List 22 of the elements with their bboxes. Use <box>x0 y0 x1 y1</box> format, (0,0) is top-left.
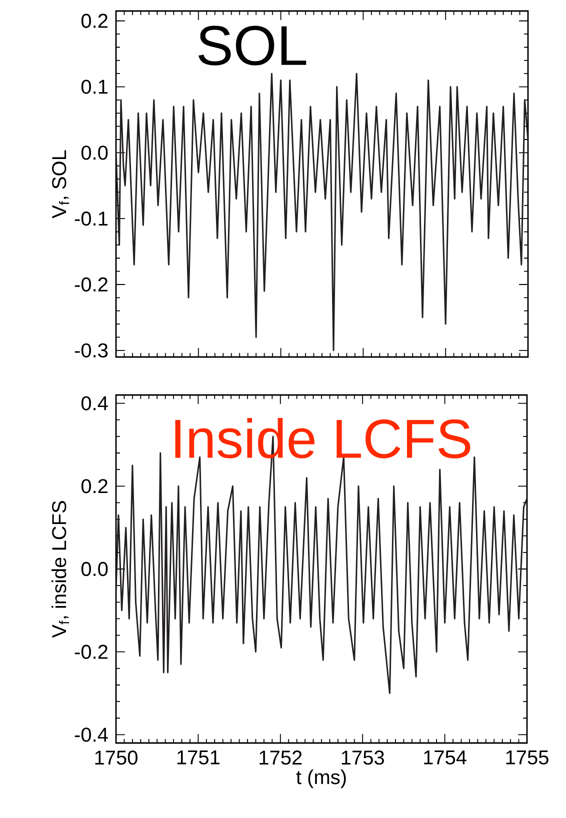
y-tick-label: -0.1 <box>74 212 108 226</box>
x-tick-label: 1752 <box>260 750 302 765</box>
y-tick-label: 0.2 <box>81 479 108 494</box>
x-tick-label: 1753 <box>342 750 384 765</box>
x-tick-label: 1750 <box>95 750 138 765</box>
y-tick-label: 0.0 <box>81 146 108 160</box>
y-tick-label: 0.2 <box>81 14 108 28</box>
y-tick-label: 0.4 <box>81 396 108 410</box>
y-tick-label: 0.0 <box>81 562 108 576</box>
y-tick-label: -0.2 <box>74 644 108 659</box>
y-tick-label: -0.4 <box>74 728 108 742</box>
x-tick-label: 1754 <box>424 750 466 764</box>
x-axis-title: t (ms) <box>296 770 346 788</box>
y-axis-title: V$_{f}$, SOL <box>52 150 70 218</box>
y-axis-title: V$_{f}$, inside LCFS <box>52 501 70 638</box>
x-tick-label: 1751 <box>177 750 220 764</box>
y-tick-label: 0.1 <box>81 80 108 94</box>
annotation: SOL <box>198 26 306 66</box>
annotation: Inside LCFS <box>175 418 470 458</box>
x-tick-label: 1755 <box>506 750 548 764</box>
y-tick-label: -0.2 <box>74 277 108 292</box>
y-tick-label: -0.3 <box>74 343 108 358</box>
